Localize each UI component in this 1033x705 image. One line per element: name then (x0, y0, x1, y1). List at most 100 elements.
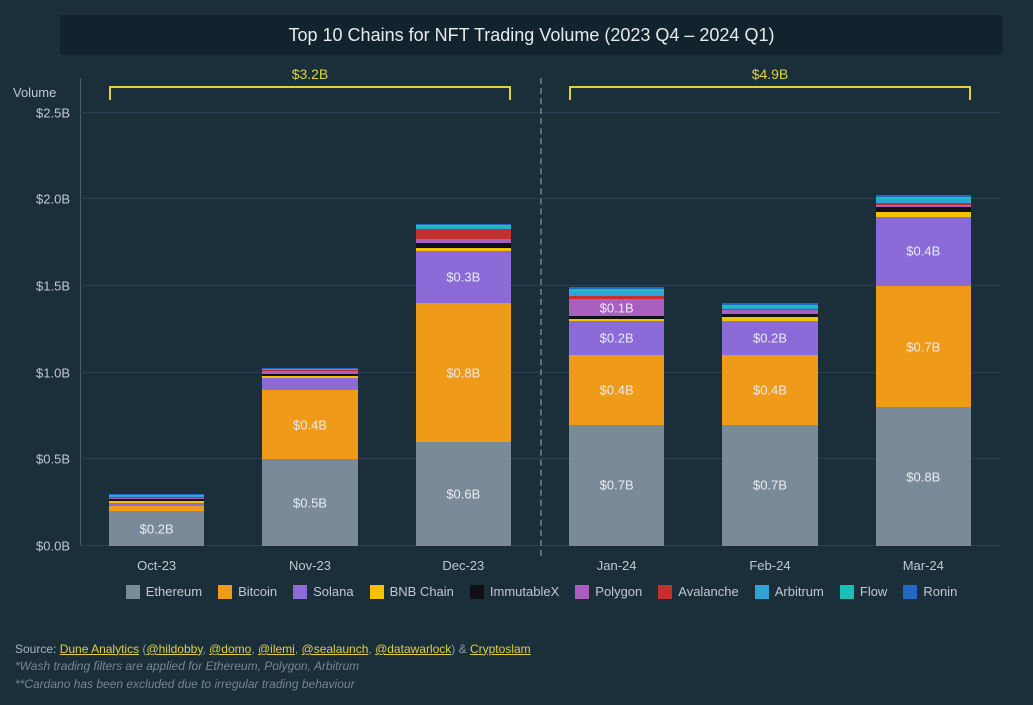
x-tick-label: Nov-23 (289, 558, 331, 573)
legend-item-ronin: Ronin (903, 584, 957, 599)
bar-segment-bnb-chain (876, 212, 971, 217)
segment-value-label: $0.2B (753, 331, 787, 346)
bar-segment-bitcoin: $0.8B (416, 303, 511, 442)
stacked-bar: $0.6B $0.8B $0.3B (416, 224, 511, 546)
segment-value-label: $0.7B (600, 478, 634, 493)
bracket-label: $4.9B (744, 66, 797, 82)
bar-segment-flow (569, 289, 664, 292)
bar-slot: $0.7B$0.4B$0.2B$0.1BJan-24 (540, 78, 693, 546)
legend-swatch (126, 585, 140, 599)
bar-segment-immutablex (416, 243, 511, 248)
source-handle[interactable]: @domo (209, 642, 251, 656)
bar-segment-ethereum: $0.7B (722, 425, 817, 546)
bar-segment-arbitrum (569, 292, 664, 295)
bar-segment-avalanche (876, 203, 971, 205)
bar-segment-ronin (109, 494, 204, 495)
y-tick-label: $0.0B (36, 539, 70, 554)
source-links: Dune Analytics (@hildobby, @domo, @ilemi… (60, 642, 531, 656)
bar-segment-solana: $0.3B (416, 251, 511, 303)
legend-label: Polygon (595, 584, 642, 599)
legend: EthereumBitcoinSolanaBNB ChainImmutableX… (80, 584, 1003, 599)
source-handle[interactable]: @datawarlock (375, 642, 451, 656)
source-handle[interactable]: @hildobby (146, 642, 202, 656)
segment-value-label: $0.4B (293, 417, 327, 432)
segment-value-label: $0.7B (906, 339, 940, 354)
bar-segment-bnb-chain (722, 317, 817, 320)
bar-segment-ethereum: $0.6B (416, 442, 511, 546)
legend-swatch (755, 585, 769, 599)
quarter-divider (540, 78, 542, 556)
bar-segment-polygon (416, 239, 511, 242)
legend-item-bitcoin: Bitcoin (218, 584, 277, 599)
bar-segment-ronin (416, 224, 511, 226)
bar-segment-polygon (109, 498, 204, 500)
bar-slot: $0.7B$0.4B$0.2BFeb-24 (693, 78, 846, 546)
legend-label: Flow (860, 584, 887, 599)
x-tick-label: Feb-24 (749, 558, 790, 573)
summary-bracket: $3.2B (109, 86, 511, 106)
summary-bracket: $4.9B (569, 86, 971, 106)
bar-segment-polygon (262, 371, 357, 374)
stacked-bar: $0.7B $0.4B $0.2B (722, 303, 817, 546)
bar-segment-ethereum: $0.7B (569, 425, 664, 546)
bar-segment-immutablex (722, 314, 817, 317)
bar-segment-bitcoin: $0.7B (876, 286, 971, 407)
legend-swatch (903, 585, 917, 599)
segment-value-label: $0.8B (446, 365, 480, 380)
bar-segment-bnb-chain (109, 501, 204, 503)
bar-segment-polygon (876, 205, 971, 208)
legend-swatch (218, 585, 232, 599)
bar-segment-solana (262, 378, 357, 390)
bar-segment-avalanche (722, 309, 817, 311)
bar-segment-ethereum: $0.8B (876, 407, 971, 546)
bar-segment-avalanche (569, 296, 664, 299)
bar-slot: $0.2BOct-23 (80, 78, 233, 546)
source-link[interactable]: Cryptoslam (470, 642, 531, 656)
bar-segment-flow (876, 197, 971, 200)
bar-slot: $0.8B$0.7B$0.4BMar-24 (847, 78, 1000, 546)
bar-segment-immutablex (876, 207, 971, 211)
legend-swatch (470, 585, 484, 599)
bar-segment-bnb-chain (416, 248, 511, 251)
segment-value-label: $0.2B (140, 521, 174, 536)
bar-segment-polygon: $0.1B (569, 299, 664, 316)
bar-segment-avalanche (262, 370, 357, 371)
bar-segment-solana: $0.4B (876, 217, 971, 286)
bar-segment-ethereum: $0.2B (109, 511, 204, 546)
legend-item-polygon: Polygon (575, 584, 642, 599)
bar-segment-avalanche (416, 229, 511, 239)
bar-segment-bnb-chain (569, 319, 664, 321)
legend-item-flow: Flow (840, 584, 887, 599)
source-link[interactable]: Dune Analytics (60, 642, 139, 656)
bracket-label: $3.2B (284, 66, 337, 82)
segment-value-label: $0.4B (753, 383, 787, 398)
legend-item-bnb-chain: BNB Chain (370, 584, 454, 599)
legend-label: Solana (313, 584, 353, 599)
bar-slot: $0.6B$0.8B$0.3BDec-23 (387, 78, 540, 546)
legend-swatch (293, 585, 307, 599)
bar-segment-polygon (722, 310, 817, 313)
legend-item-arbitrum: Arbitrum (755, 584, 824, 599)
source-line: Source: Dune Analytics (@hildobby, @domo… (15, 641, 1018, 658)
source-handle[interactable]: @sealaunch (302, 642, 369, 656)
chart-area: $0.0B$0.5B$1.0B$1.5B$2.0B$2.5B$0.2BOct-2… (80, 78, 1000, 546)
y-tick-label: $2.5B (36, 105, 70, 120)
legend-label: BNB Chain (390, 584, 454, 599)
legend-swatch (370, 585, 384, 599)
source-handle[interactable]: @ilemi (258, 642, 295, 656)
bar-segment-bitcoin: $0.4B (569, 355, 664, 424)
x-tick-label: Mar-24 (903, 558, 944, 573)
segment-value-label: $0.4B (906, 244, 940, 259)
legend-label: Ethereum (146, 584, 202, 599)
legend-label: Bitcoin (238, 584, 277, 599)
footnote-1: *Wash trading filters are applied for Et… (15, 658, 1018, 675)
bar-segment-arbitrum (262, 369, 357, 370)
x-tick-label: Oct-23 (137, 558, 176, 573)
legend-swatch (658, 585, 672, 599)
stacked-bar: $0.5B$0.4B (262, 368, 357, 546)
bar-segment-arbitrum (416, 227, 511, 229)
footnote-2: **Cardano has been excluded due to irreg… (15, 676, 1018, 693)
stacked-bar: $0.7B$0.4B$0.2B$0.1B (569, 287, 664, 546)
footer: Source: Dune Analytics (@hildobby, @domo… (15, 641, 1018, 693)
bar-segment-ronin (262, 368, 357, 369)
